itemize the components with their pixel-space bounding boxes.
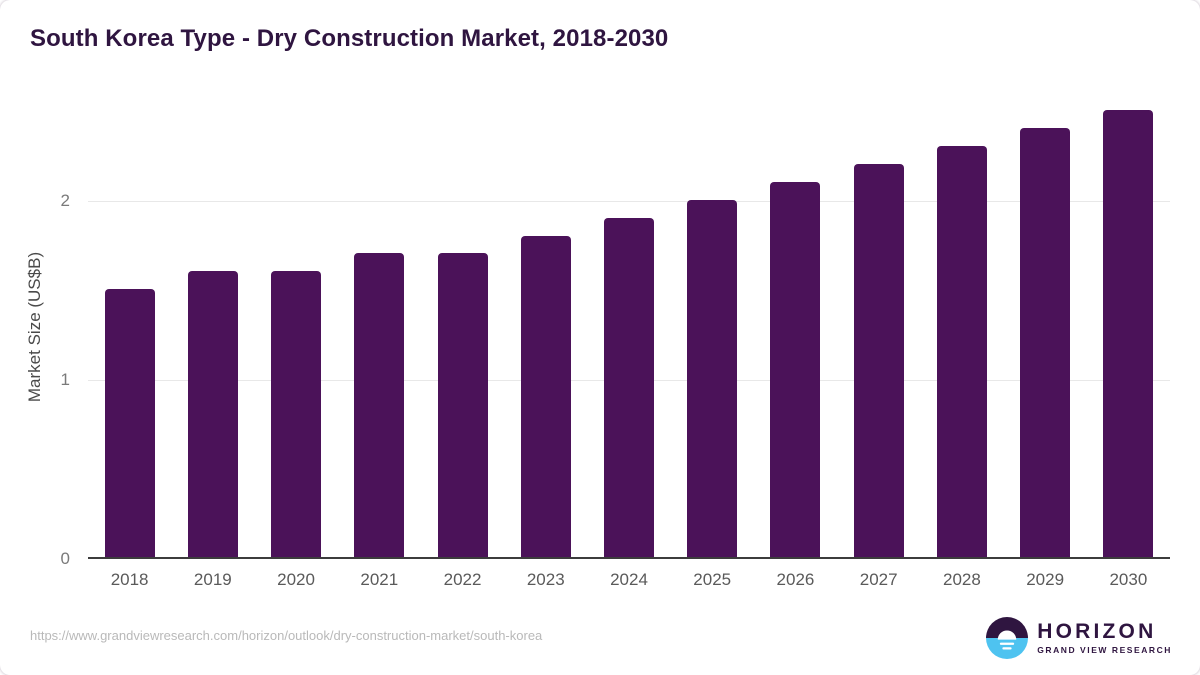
source-url[interactable]: https://www.grandviewresearch.com/horizo… [30,628,543,643]
bar[interactable] [853,163,904,558]
brand-logo: HORIZON GRAND VIEW RESEARCH [986,616,1172,660]
brand-tagline: GRAND VIEW RESEARCH [1037,645,1172,656]
bar[interactable] [520,235,571,558]
x-axis-tick-label: 2020 [277,570,315,589]
bar[interactable] [687,199,738,558]
y-axis-tick-label: 2 [60,190,70,210]
bar[interactable] [437,253,488,558]
x-axis-tick-label: 2022 [443,570,482,589]
bar[interactable] [770,181,821,558]
brand-logo-text: HORIZON GRAND VIEW RESEARCH [1037,621,1172,655]
x-axis-tick-label: 2029 [1026,570,1065,589]
y-axis-title: Market Size (US$B) [22,95,48,559]
bar[interactable] [604,217,654,558]
x-axis-tick-label: 2019 [193,570,232,589]
x-axis-tick-label: 2030 [1109,570,1148,589]
y-axis-tick-label: 1 [60,369,70,389]
plot-area: 0 1 2 [61,95,1170,568]
bar[interactable] [1020,128,1071,558]
gridline [88,200,1170,202]
x-axis-tick-label: 2028 [943,570,981,589]
y-axis-tick-label: 0 [60,549,70,568]
x-axis-tick-label: 2026 [776,570,815,589]
bar[interactable] [1103,110,1154,558]
x-axis-tick-label: 2018 [110,570,149,589]
x-axis-line [88,557,1170,559]
page-title: South Korea Type - Dry Construction Mark… [30,25,669,52]
bar[interactable] [271,271,322,558]
bar[interactable] [187,271,238,558]
bar[interactable] [104,289,155,558]
horizon-sunrise-circle-icon [986,617,1029,659]
bar[interactable] [354,253,405,558]
x-axis-tick-label: 2024 [610,570,648,589]
x-axis-tick-label: 2025 [693,570,732,589]
bar[interactable] [936,145,987,558]
x-axis-tick-label: 2021 [360,570,399,589]
x-axis-tick-label: 2023 [526,570,565,589]
brand-name: HORIZON [1037,620,1157,644]
x-axis-tick-label: 2027 [859,570,898,589]
